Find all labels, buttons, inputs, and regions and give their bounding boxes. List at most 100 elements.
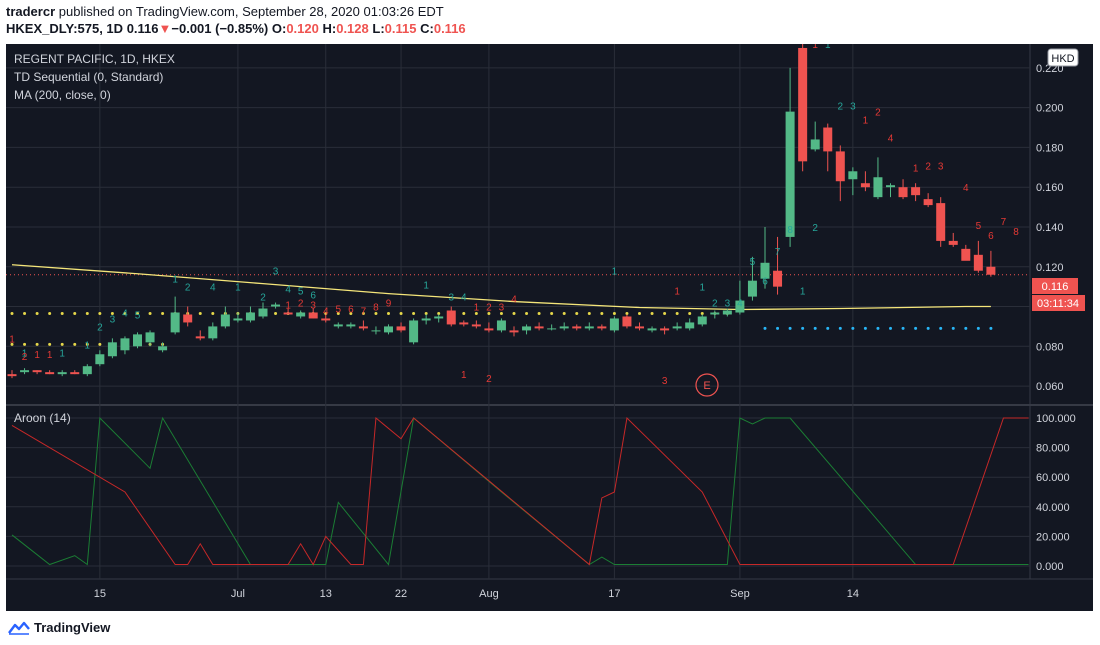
td-support-dot [625, 311, 629, 315]
candle-body [308, 312, 318, 319]
y-tick-label: 0.080 [1036, 341, 1064, 353]
candle-body [647, 328, 657, 331]
candle-body [358, 326, 368, 329]
currency-badge[interactable] [1047, 48, 1079, 67]
td-resistance-dot [763, 326, 767, 330]
candle-body [773, 270, 783, 287]
tradingview-brand: TradingView [34, 620, 111, 635]
td-up-count: 1 [825, 44, 831, 51]
td-up-count: 2 [260, 293, 266, 304]
td-support-dot [525, 311, 529, 315]
tradingview-logo[interactable]: TradingView [8, 620, 110, 635]
candle-body [120, 338, 130, 351]
candle-body [220, 314, 230, 327]
td-up-count: 4 [285, 285, 291, 296]
candles[interactable] [7, 44, 996, 379]
candle-body [911, 187, 921, 196]
td-resistance-dot [826, 326, 830, 330]
currency-label: HKD [1051, 53, 1074, 65]
candle-body [609, 318, 619, 331]
candle-body [597, 326, 607, 329]
td-up-count: 7 [775, 247, 781, 258]
candle-body [446, 310, 456, 325]
price-badge [1032, 278, 1078, 294]
td-resistance-dot [901, 326, 905, 330]
candle-body [471, 324, 481, 327]
td-down-count: 6 [348, 305, 354, 316]
candle-body [722, 310, 732, 315]
td-resistance-dot [863, 326, 867, 330]
candle-body [233, 318, 243, 321]
candle-body [747, 280, 757, 297]
td-down-count: 2 [486, 303, 492, 314]
candle-body [810, 139, 820, 150]
aroon-tick-label: 100.000 [1036, 413, 1076, 425]
td-resistance-dot [914, 326, 918, 330]
td-down-count: 4 [888, 133, 894, 144]
td-support-dot [374, 311, 378, 315]
candle-body [986, 266, 996, 275]
high-label: H: [322, 21, 337, 36]
author-name[interactable]: tradercr [6, 4, 56, 19]
candle-body [371, 330, 381, 332]
td-down-count: 5 [336, 305, 342, 316]
candle-body [685, 322, 695, 329]
td-up-count: 3 [448, 293, 454, 304]
td-support-dot [85, 311, 89, 315]
td-resistance-dot [989, 326, 993, 330]
candle-body [195, 336, 205, 339]
td-support-dot [60, 311, 64, 315]
candle-body [95, 354, 105, 365]
candle-body [20, 370, 30, 373]
td-up-count: 1 [172, 275, 178, 286]
x-tick-label: 13 [320, 588, 332, 600]
td-down-count: 4 [511, 295, 517, 306]
td-up-count: 1 [699, 283, 705, 294]
candle-body [208, 326, 218, 339]
earnings-label: E [703, 380, 710, 392]
td-support-dot [110, 311, 114, 315]
candle-body [848, 171, 858, 180]
td-support-dot [123, 311, 127, 315]
aroon-tick-label: 20.000 [1036, 531, 1070, 543]
td-up-count: 3 [725, 299, 731, 310]
candle-body [57, 372, 67, 375]
td-up-count: 1 [235, 283, 241, 294]
td-up-count: 1 [22, 348, 28, 359]
td-up-count: 1 [423, 281, 429, 292]
td-resistance-dot [876, 326, 880, 330]
td-up-count: 3 [273, 267, 279, 278]
candle-body [973, 254, 983, 271]
candle-body [409, 320, 419, 343]
candle-body [622, 316, 632, 327]
publish-line: tradercr published on TradingView.com, S… [6, 4, 444, 19]
td-down-count: 2 [925, 161, 931, 172]
td-up-count: 5 [750, 257, 756, 268]
td-up-count: 8 [787, 225, 793, 236]
y-tick-label: 0.060 [1036, 381, 1064, 393]
candle-body [923, 199, 933, 206]
td-support-dot [10, 311, 14, 315]
y-tick-label: 0.200 [1036, 103, 1064, 115]
candle-body [697, 316, 707, 325]
td-up-count: 5 [135, 310, 141, 321]
low-label: L: [372, 21, 385, 36]
aroon-tick-label: 80.000 [1036, 443, 1070, 455]
earnings-marker[interactable] [695, 373, 719, 397]
td-support-dot [35, 311, 39, 315]
td-down-count: 2 [298, 299, 304, 310]
aroon-tick-label: 60.000 [1036, 472, 1070, 484]
aroon-lines [11, 416, 1029, 566]
td-support-dot [361, 311, 365, 315]
td-down-count: 3 [310, 301, 316, 312]
td-down-count: 1 [474, 303, 480, 314]
td-support-dot [587, 311, 591, 315]
axes: 0.0600.0800.1000.1200.1400.1600.1800.200… [94, 63, 1076, 600]
td-resistance-dot [813, 326, 817, 330]
candle-body [823, 127, 833, 152]
candle-body [798, 47, 808, 162]
td-down-count: 2 [875, 108, 881, 119]
